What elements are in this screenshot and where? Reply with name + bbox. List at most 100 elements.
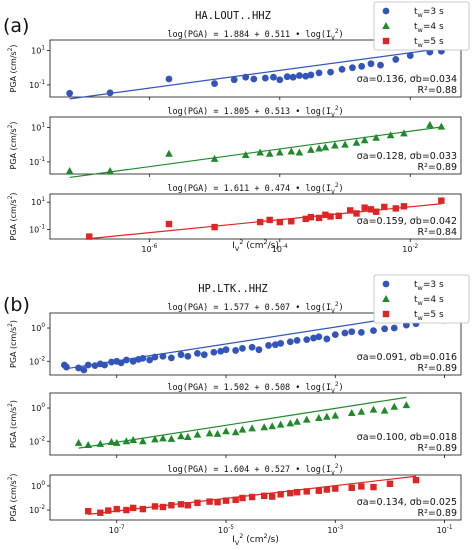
y-tick-label: 10-2	[29, 356, 45, 366]
data-point	[239, 494, 246, 502]
subplot: log(PGA) = 1.611 + 0.474 • log(IV2) 10-1 1…	[8, 182, 462, 254]
data-point	[268, 493, 276, 500]
data-point	[360, 136, 369, 144]
sigma-text: σa=0.136, σb=0.034	[357, 74, 457, 85]
fit-line	[89, 203, 442, 240]
data-point	[361, 204, 368, 211]
data-point	[210, 348, 218, 356]
data-point	[331, 411, 340, 419]
data-point	[63, 363, 70, 371]
data-point	[321, 143, 330, 151]
data-point	[327, 213, 334, 220]
data-point	[86, 233, 93, 240]
data-point	[184, 433, 192, 441]
x-axis-label: IV2 (cm2/s)	[232, 238, 279, 253]
data-point	[358, 62, 366, 70]
data-point	[303, 336, 311, 344]
legend-marker	[382, 295, 390, 302]
y-axis-label: PGA (cm/s2)	[8, 121, 18, 169]
x-tick-label: 10-2	[402, 244, 418, 254]
data-point	[315, 214, 323, 222]
data-point	[275, 148, 284, 156]
data-point	[412, 476, 420, 484]
data-point	[265, 149, 274, 157]
data-point	[287, 147, 296, 155]
x-tick-label: 10-4	[272, 244, 288, 254]
y-tick-label: 10-2	[29, 505, 45, 515]
data-point	[377, 61, 384, 69]
data-point	[184, 502, 192, 509]
data-point	[276, 218, 283, 226]
data-point	[287, 489, 294, 497]
data-point	[231, 428, 240, 436]
subplot: log(PGA) = 1.577 + 0.507 • log(IV2) 10-2 1…	[8, 301, 462, 378]
data-point	[381, 325, 389, 333]
data-point	[372, 208, 380, 215]
plot-frame	[49, 312, 462, 376]
data-point	[139, 437, 147, 445]
fit-equation: log(PGA) = 1.577 + 0.507 • log(IV2)	[167, 301, 343, 315]
data-point	[331, 141, 339, 149]
data-point	[200, 351, 208, 359]
data-point	[390, 402, 399, 410]
data-point	[303, 488, 310, 495]
panel-label: (a)	[3, 15, 29, 37]
data-point	[323, 486, 331, 493]
plot-frame	[49, 193, 462, 240]
data-point	[323, 412, 331, 420]
data-point	[222, 497, 230, 504]
data-point	[165, 149, 173, 157]
legend-box	[373, 274, 470, 324]
y-tick-label: 101	[31, 197, 45, 207]
data-point	[122, 356, 130, 364]
legend-label: tw=5 s	[414, 310, 444, 322]
data-point	[332, 485, 339, 492]
data-point	[277, 491, 284, 498]
data-point	[277, 339, 285, 347]
legend: tw=3 s tw=4 s tw=5 s	[373, 274, 470, 324]
data-point	[250, 75, 258, 83]
fit-line	[69, 126, 442, 179]
x-tick-label: 10-5	[218, 525, 234, 535]
data-point	[266, 216, 273, 224]
data-point	[390, 324, 398, 332]
data-point	[213, 429, 222, 437]
data-point	[338, 65, 346, 73]
data-point	[327, 68, 334, 76]
data-point	[296, 72, 303, 79]
data-point	[357, 328, 365, 336]
data-point	[238, 425, 247, 433]
data-point	[177, 432, 185, 440]
data-point	[293, 417, 301, 425]
subplot: log(PGA) = 1.805 + 0.513 • log(IV2) 10-1 1…	[8, 105, 462, 179]
data-point	[167, 354, 175, 362]
data-point	[323, 335, 331, 343]
fit-line	[88, 475, 417, 516]
data-point	[380, 406, 389, 414]
data-point	[400, 203, 408, 210]
r2-text: R²=0.89	[417, 363, 457, 374]
data-point	[386, 131, 395, 139]
y-tick-label: 100	[31, 481, 45, 491]
sigma-text: σa=0.159, σb=0.042	[357, 216, 457, 227]
data-point	[232, 496, 239, 504]
data-point	[295, 148, 304, 156]
sigma-text: σa=0.128, σb=0.033	[357, 151, 457, 162]
data-point	[194, 349, 201, 357]
r2-text: R²=0.89	[417, 443, 457, 454]
data-point	[271, 341, 279, 349]
legend-marker	[382, 280, 390, 288]
data-point	[80, 366, 88, 374]
data-point	[293, 337, 301, 344]
data-point	[139, 505, 147, 513]
r2-text: R²=0.84	[417, 227, 457, 238]
data-point	[177, 501, 185, 508]
data-point	[347, 409, 356, 417]
fit-line	[78, 396, 407, 449]
y-tick-label: 10-1	[29, 80, 45, 90]
y-tick-label: 100	[31, 403, 45, 413]
data-point	[248, 343, 256, 351]
plot-frame	[49, 474, 462, 521]
y-tick-label: 100	[31, 323, 45, 333]
